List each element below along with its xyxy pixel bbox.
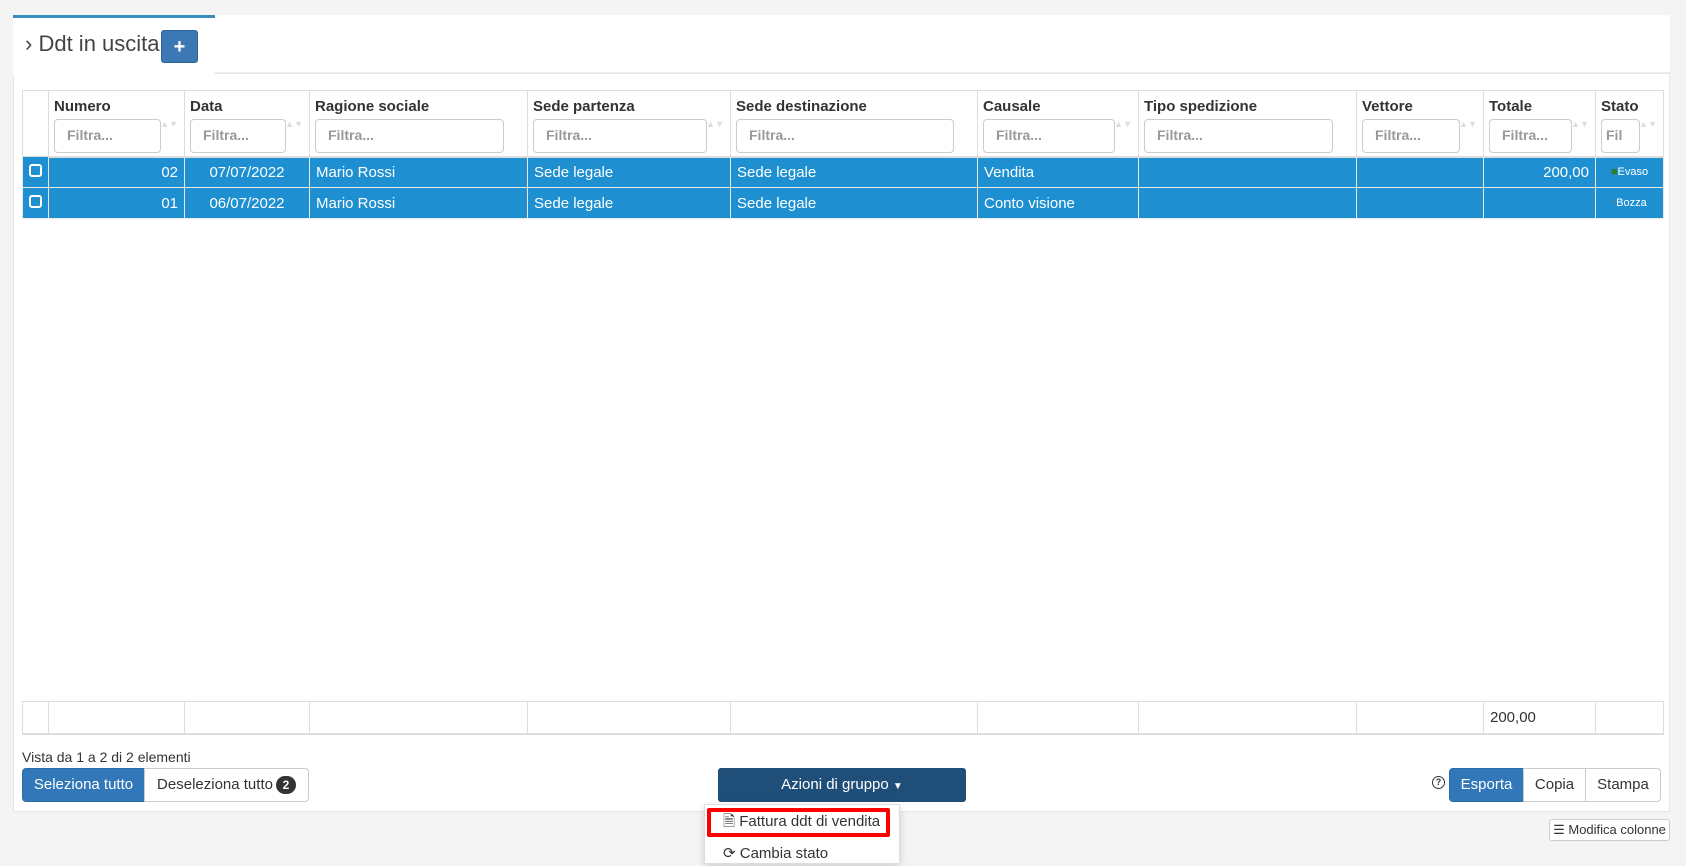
copy-button[interactable]: Copia [1523, 768, 1586, 802]
deselect-all-button[interactable]: Deseleziona tutto 2 [144, 768, 309, 802]
cell-sede-partenza: Sede legale [527, 156, 731, 188]
export-button[interactable]: Esporta [1449, 768, 1524, 802]
filter-input-ragione-sociale[interactable]: Filtra... [315, 119, 504, 153]
cell-numero: 01 [48, 187, 185, 219]
cell-tipo-spedizione [1138, 156, 1357, 188]
group-actions-button[interactable]: Azioni di gruppo ▼ [718, 768, 966, 802]
cell-causale: Vendita [977, 156, 1139, 188]
cell-sede-destinazione: Sede legale [730, 187, 978, 219]
cell-numero: 02 [48, 156, 185, 188]
page-title: › Ddt in uscita [25, 31, 160, 57]
column-data[interactable]: Data ▲▼ Filtra... [184, 90, 310, 158]
cell-vettore [1356, 187, 1484, 219]
sort-icon[interactable]: ▲▼ [1459, 119, 1477, 129]
column-vettore[interactable]: Vettore ▲▼ Filtra... [1356, 90, 1484, 158]
file-code-icon: 🗎 [723, 813, 736, 830]
selected-count-badge: 2 [275, 776, 296, 794]
filter-input-stato[interactable]: Fil [1601, 119, 1640, 153]
menu-item-cambia-stato[interactable]: ⟳ Cambia stato [723, 845, 829, 862]
cell-tipo-spedizione [1138, 187, 1357, 219]
help-icon[interactable]: ? [1432, 776, 1445, 789]
filter-input-tipo-spedizione[interactable]: Filtra... [1144, 119, 1333, 153]
sort-icon[interactable]: ▲▼ [285, 119, 303, 129]
highlight-box [707, 808, 890, 837]
filter-input-data[interactable]: Filtra... [190, 119, 286, 153]
list-icon: ☰ [1553, 822, 1565, 837]
cell-stato: ■Evaso [1595, 156, 1664, 188]
sort-icon[interactable]: ▲▼ [706, 119, 724, 129]
ddt-table: Numero ▲▼ Filtra... Data ▲▼ Filtra... Ragion… [22, 90, 1664, 219]
cell-sede-partenza: Sede legale [527, 187, 731, 219]
cell-sede-destinazione: Sede legale [730, 156, 978, 188]
sort-icon[interactable]: ▲▼ [1114, 119, 1132, 129]
select-column-header [22, 90, 49, 157]
column-ragione-sociale[interactable]: Ragione sociale Filtra... [309, 90, 528, 158]
column-numero[interactable]: Numero ▲▼ Filtra... [48, 90, 185, 158]
refresh-icon: ⟳ [723, 845, 736, 862]
column-tipo-spedizione[interactable]: Tipo spedizione Filtra... [1138, 90, 1357, 158]
truck-icon: ■ [1610, 166, 1618, 179]
cell-ragione-sociale: Mario Rossi [309, 156, 528, 188]
cell-totale: 200,00 [1483, 156, 1596, 188]
pagination-info: Vista da 1 a 2 di 2 elementi [22, 749, 191, 765]
add-button[interactable]: + [161, 30, 198, 63]
row-checkbox[interactable] [22, 156, 49, 188]
select-all-button[interactable]: Seleziona tutto [22, 768, 145, 802]
sort-icon[interactable]: ▲▼ [1571, 119, 1589, 129]
cell-totale [1483, 187, 1596, 219]
tab-bar [215, 15, 1670, 73]
cell-data: 06/07/2022 [184, 187, 310, 219]
checkbox-checked-icon[interactable] [29, 194, 42, 208]
chevron-right-icon: › [25, 31, 33, 56]
filter-input-causale[interactable]: Filtra... [983, 119, 1115, 153]
header-row: Numero ▲▼ Filtra... Data ▲▼ Filtra... Ragion… [22, 90, 1664, 158]
sort-icon[interactable]: ▲▼ [1639, 119, 1657, 129]
sort-icon[interactable]: ▲▼ [160, 119, 178, 129]
table-footer: 200,00 [22, 701, 1664, 735]
filter-input-numero[interactable]: Filtra... [54, 119, 161, 153]
table-row[interactable]: 02 07/07/2022 Mario Rossi Sede legale Se… [22, 156, 1664, 188]
filter-input-totale[interactable]: Filtra... [1489, 119, 1572, 153]
caret-down-icon: ▼ [892, 781, 903, 792]
cell-stato: ▫Bozza [1595, 187, 1664, 219]
table-row[interactable]: 01 06/07/2022 Mario Rossi Sede legale Se… [22, 187, 1664, 219]
edit-columns-button[interactable]: ☰ Modifica colonne [1549, 819, 1670, 841]
column-totale[interactable]: Totale ▲▼ Filtra... [1483, 90, 1596, 158]
filter-input-vettore[interactable]: Filtra... [1362, 119, 1460, 153]
print-button[interactable]: Stampa [1585, 768, 1661, 802]
row-checkbox[interactable] [22, 187, 49, 219]
cell-ragione-sociale: Mario Rossi [309, 187, 528, 219]
column-stato[interactable]: Stato ▲▼ Fil [1595, 90, 1664, 158]
page-title-text: Ddt in uscita [38, 31, 160, 56]
column-causale[interactable]: Causale ▲▼ Filtra... [977, 90, 1139, 158]
cell-data: 07/07/2022 [184, 156, 310, 188]
column-sede-partenza[interactable]: Sede partenza ▲▼ Filtra... [527, 90, 731, 158]
column-sede-destinazione[interactable]: Sede destinazione Filtra... [730, 90, 978, 158]
filter-input-sede-destinazione[interactable]: Filtra... [736, 119, 954, 153]
filter-input-sede-partenza[interactable]: Filtra... [533, 119, 707, 153]
footer-totale: 200,00 [1483, 701, 1596, 735]
file-icon: ▫ [1612, 197, 1617, 209]
cell-vettore [1356, 156, 1484, 188]
menu-item-fattura-ddt[interactable]: 🗎 Fattura ddt di vendita [723, 813, 881, 830]
checkbox-checked-icon[interactable] [29, 163, 42, 177]
cell-causale: Conto visione [977, 187, 1139, 219]
